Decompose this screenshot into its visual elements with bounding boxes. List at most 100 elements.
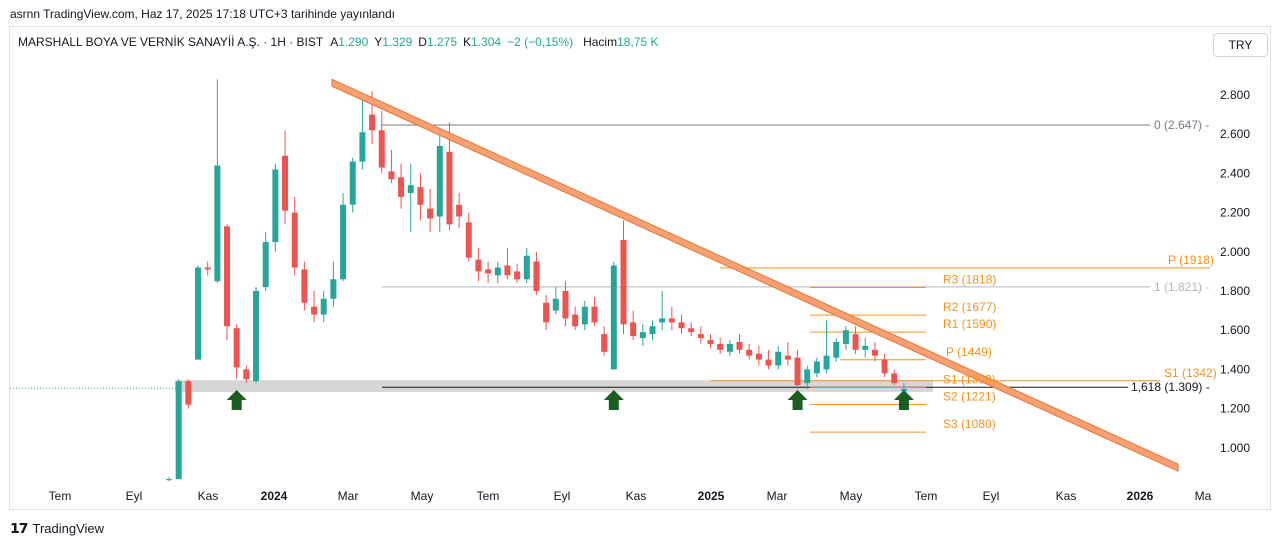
candle-body [852, 334, 859, 350]
low-label: D [418, 35, 427, 49]
candle-body [833, 341, 840, 358]
pivot-label: S3 (1080) [943, 417, 996, 431]
candle-body [649, 326, 656, 335]
candle-body [533, 261, 540, 291]
candle-body [282, 155, 289, 211]
x-tick-label: Mar [338, 489, 359, 503]
high-label: Y [374, 35, 383, 49]
candle-body [736, 341, 743, 350]
pivot-label: S1 (1342) [1164, 366, 1217, 380]
candle-body [349, 161, 356, 205]
x-tick-label: Tem [915, 489, 938, 503]
candle-body [504, 265, 511, 276]
candle-body [291, 212, 298, 268]
candle-body [446, 151, 453, 225]
pivot-label: P (1449) [946, 345, 992, 359]
candle-body [378, 130, 385, 168]
candle-body [185, 381, 192, 405]
candle-body [204, 267, 211, 270]
candle-body [456, 204, 463, 217]
y-tick-label: 1.400 [1220, 362, 1250, 376]
candle-body [427, 208, 434, 219]
close-value: 1.304 [471, 35, 502, 49]
candle-body [881, 359, 888, 374]
candle-body [871, 349, 878, 356]
support-zone-layer [175, 380, 933, 392]
level-labels-layer: P (1918) R3 (1818) R2 (1677) R1 (1590) P (14… [943, 118, 1217, 431]
fib-label: 0 (2.647) - [1154, 118, 1209, 132]
support-zone [175, 380, 933, 392]
y-tick-label: 2.600 [1220, 127, 1250, 141]
pivot-label: R3 (1818) [943, 272, 996, 286]
candle-body [823, 355, 830, 370]
arrows-layer [226, 390, 914, 410]
high-value: 1.329 [382, 35, 413, 49]
candle-body [804, 369, 811, 384]
candle-body [494, 267, 501, 276]
candle-body [301, 269, 308, 303]
pivot-label: P (1918) [1168, 253, 1214, 267]
x-tick-label: Eyl [554, 489, 571, 503]
candle-body [668, 318, 675, 323]
candle-body [417, 187, 424, 205]
candle-body [813, 361, 820, 374]
x-tick-label: Eyl [983, 489, 1000, 503]
candle-body [659, 318, 666, 323]
trendline-band [331, 78, 1179, 472]
candle-body [765, 359, 772, 366]
candle-body [746, 349, 753, 356]
candle-body [610, 265, 617, 370]
candle-body [320, 298, 327, 315]
y-tick-label: 2.800 [1220, 88, 1250, 102]
currency-button[interactable]: TRY [1213, 33, 1268, 57]
candle-body [591, 306, 598, 323]
open-label: A [330, 35, 339, 49]
candle-body [900, 389, 907, 391]
y-tick-label: 1.200 [1220, 402, 1250, 416]
published-caption: asrnn TradingView.com, Haz 17, 2025 17:1… [10, 7, 396, 21]
pivot-label: S2 (1221) [943, 389, 996, 403]
candle-body [630, 322, 637, 337]
x-tick-label: Kas [1056, 489, 1077, 503]
candle-body [842, 330, 849, 344]
x-tick-label: 2026 [1127, 489, 1154, 503]
x-tick-label: Tem [477, 489, 500, 503]
candle-body [639, 332, 646, 339]
candle-body [794, 357, 801, 386]
pivot-label: R2 (1677) [943, 300, 996, 314]
y-tick-label: 2.400 [1220, 166, 1250, 180]
candle-body [784, 355, 791, 360]
candle-body [407, 185, 414, 193]
tradingview-logo-icon: 𝟭𝟳 [10, 520, 29, 536]
candle-body [601, 334, 608, 352]
candle-body [755, 353, 762, 360]
candle-body [862, 345, 869, 350]
up-arrow-icon [603, 390, 624, 410]
trendline-layer [331, 78, 1179, 472]
up-arrow-icon [893, 390, 914, 410]
candle-body [514, 271, 521, 280]
fib-label: 1 (1.821) - [1154, 280, 1209, 294]
candle-body [398, 177, 405, 197]
candle-body [166, 479, 172, 481]
candle-body [340, 204, 347, 280]
x-tick-label: 2024 [261, 489, 288, 503]
symbol-legend: MARSHALL BOYA VE VERNİK SANAYİİ A.Ş. · 1… [18, 35, 664, 49]
symbol-name[interactable]: MARSHALL BOYA VE VERNİK SANAYİİ A.Ş. · 1… [18, 35, 324, 49]
volume-value: 18,75 K [617, 35, 659, 49]
candle-body [214, 165, 221, 282]
x-tick-label: Tem [49, 489, 72, 503]
close-label: K [463, 35, 472, 49]
candle-body [436, 145, 443, 217]
candle-body [726, 343, 733, 352]
x-tick-label: May [840, 489, 863, 503]
candle-body [262, 242, 269, 288]
candle-body [485, 269, 492, 274]
footer-brand: 𝟭𝟳 TradingView [10, 520, 104, 537]
candle-body [253, 291, 260, 382]
candle-body [224, 226, 231, 327]
candle-body [562, 291, 569, 319]
x-tick-label: Eyl [126, 489, 143, 503]
candle-body [572, 314, 579, 327]
